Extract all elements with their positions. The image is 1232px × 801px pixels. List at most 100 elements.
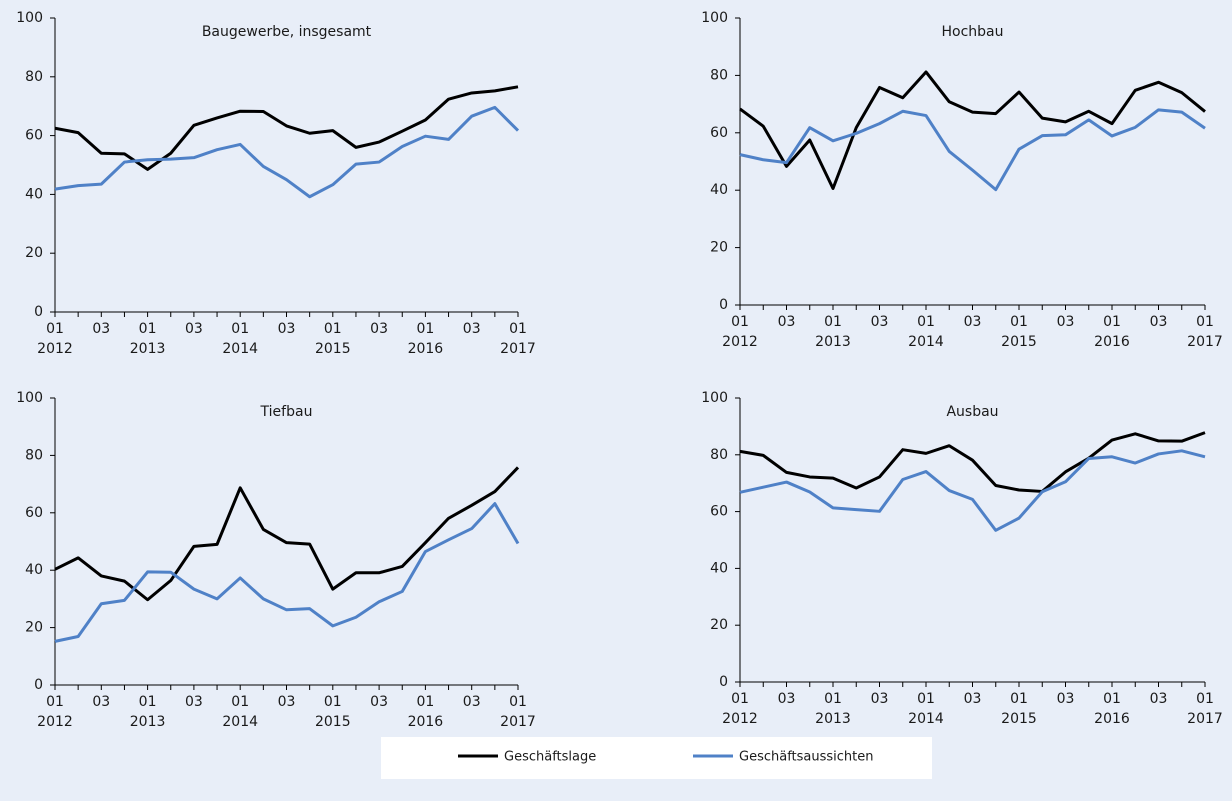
x-tick-label: 03 [1150, 314, 1168, 330]
x-group-label: 2016 [408, 341, 444, 357]
y-tick-label: 0 [34, 677, 43, 693]
x-tick-label: 03 [370, 321, 388, 337]
x-tick-label: 01 [1103, 691, 1121, 707]
x-group-label: 2013 [130, 341, 166, 357]
x-group-label: 2016 [1094, 334, 1130, 350]
y-tick-label: 100 [16, 390, 43, 406]
x-tick-label: 01 [824, 314, 842, 330]
y-tick-label: 80 [25, 69, 43, 85]
x-group-label: 2017 [1187, 711, 1223, 727]
x-tick-label: 03 [92, 321, 110, 337]
y-tick-label: 80 [710, 447, 728, 463]
x-tick-label: 03 [1150, 691, 1168, 707]
x-tick-label: 01 [824, 691, 842, 707]
x-tick-label: 01 [731, 691, 749, 707]
series-line [54, 105, 520, 199]
y-tick-label: 40 [25, 186, 43, 202]
x-tick-label: 01 [731, 314, 749, 330]
series-line [54, 85, 519, 171]
x-tick-label: 03 [185, 321, 203, 337]
x-group-label: 2014 [908, 334, 944, 350]
x-group-label: 2015 [315, 341, 351, 357]
x-tick-label: 01 [416, 321, 434, 337]
x-group-label: 2013 [815, 711, 851, 727]
y-tick-label: 40 [25, 562, 43, 578]
x-tick-label: 03 [185, 694, 203, 710]
legend-box [381, 737, 932, 779]
x-group-label: 2014 [908, 711, 944, 727]
y-tick-label: 20 [25, 245, 43, 261]
y-tick-label: 40 [710, 560, 728, 576]
y-tick-label: 0 [34, 304, 43, 320]
y-tick-label: 100 [701, 10, 728, 26]
x-tick-label: 01 [917, 314, 935, 330]
x-tick-label: 03 [964, 314, 982, 330]
x-group-label: 2014 [222, 714, 258, 730]
x-group-label: 2016 [1094, 711, 1130, 727]
x-tick-label: 01 [46, 694, 64, 710]
y-tick-label: 40 [710, 182, 728, 198]
x-tick-label: 03 [871, 691, 889, 707]
x-tick-label: 03 [278, 321, 296, 337]
y-tick-label: 100 [16, 10, 43, 26]
x-tick-label: 01 [139, 694, 157, 710]
y-tick-label: 60 [710, 125, 728, 141]
legend-label: Geschäftslage [504, 750, 596, 765]
series-line [739, 431, 1206, 493]
x-tick-label: 01 [324, 694, 342, 710]
x-tick-label: 01 [1103, 314, 1121, 330]
x-tick-label: 01 [1196, 314, 1214, 330]
series-line [739, 449, 1206, 532]
x-tick-label: 03 [1057, 691, 1075, 707]
x-tick-label: 01 [46, 321, 64, 337]
y-tick-label: 20 [710, 240, 728, 256]
x-group-label: 2012 [722, 334, 758, 350]
chart-title: Baugewerbe, insgesamt [202, 24, 372, 40]
y-tick-label: 60 [25, 128, 43, 144]
x-group-label: 2013 [815, 334, 851, 350]
x-group-label: 2012 [722, 711, 758, 727]
x-tick-label: 01 [917, 691, 935, 707]
y-tick-label: 20 [710, 617, 728, 633]
series-line [739, 70, 1206, 190]
legend-label: Geschäftsaussichten [739, 750, 874, 765]
x-tick-label: 01 [139, 321, 157, 337]
x-group-label: 2015 [1001, 711, 1037, 727]
chart-title: Hochbau [941, 24, 1003, 40]
x-group-label: 2017 [1187, 334, 1223, 350]
x-tick-label: 01 [1010, 314, 1028, 330]
x-tick-label: 03 [278, 694, 296, 710]
x-tick-label: 01 [416, 694, 434, 710]
x-group-label: 2013 [130, 714, 166, 730]
series-line [739, 108, 1206, 192]
x-tick-label: 01 [1196, 691, 1214, 707]
x-tick-label: 01 [509, 694, 527, 710]
x-tick-label: 03 [778, 691, 796, 707]
chart-title: Tiefbau [260, 404, 313, 420]
x-tick-label: 01 [231, 321, 249, 337]
x-tick-label: 03 [92, 694, 110, 710]
x-tick-label: 03 [463, 694, 481, 710]
x-tick-label: 03 [370, 694, 388, 710]
x-group-label: 2017 [500, 714, 536, 730]
chart-title: Ausbau [946, 404, 998, 420]
x-tick-label: 01 [509, 321, 527, 337]
x-tick-label: 03 [463, 321, 481, 337]
x-tick-label: 03 [1057, 314, 1075, 330]
x-tick-label: 03 [964, 691, 982, 707]
y-tick-label: 60 [25, 505, 43, 521]
y-tick-label: 60 [710, 504, 728, 520]
y-tick-label: 0 [719, 297, 728, 313]
x-group-label: 2017 [500, 341, 536, 357]
x-group-label: 2012 [37, 714, 73, 730]
y-tick-label: 0 [719, 674, 728, 690]
x-tick-label: 01 [324, 321, 342, 337]
x-group-label: 2012 [37, 341, 73, 357]
x-group-label: 2015 [315, 714, 351, 730]
x-tick-label: 03 [871, 314, 889, 330]
series-line [54, 502, 520, 643]
x-group-label: 2014 [222, 341, 258, 357]
x-group-label: 2016 [408, 714, 444, 730]
